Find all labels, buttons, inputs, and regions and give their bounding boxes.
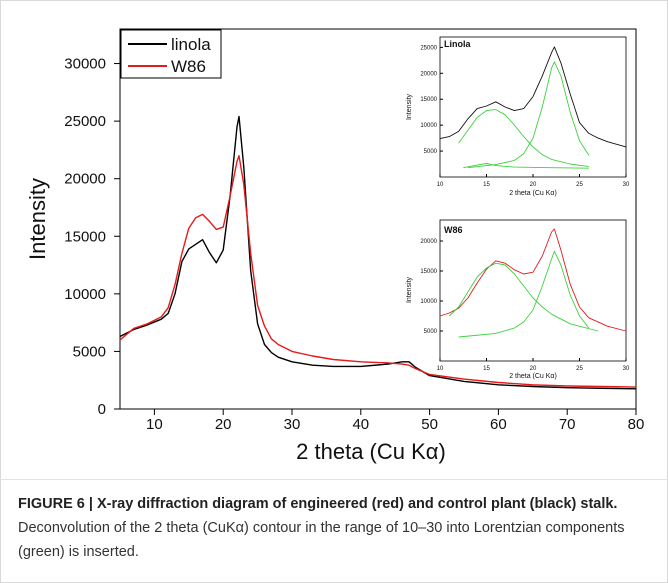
inset-linola-y-tick-label: 15000 xyxy=(420,97,437,103)
inset-linola-plot-frame xyxy=(439,36,627,178)
inset-linola-series-lorentzian-3 xyxy=(463,163,589,169)
inset-linola-x-axis-title: 2 theta (Cu Kα) xyxy=(509,190,557,197)
inset-w86-plot-frame xyxy=(439,219,627,362)
legend-label-linola: linola xyxy=(171,35,211,54)
xrd-chart: 10 20 30 40 50 60 70 80 0 5000 10000 15000 20000 250… xyxy=(25,28,645,464)
main-x-tick-label: 80 xyxy=(628,416,645,433)
main-x-tick-label: 40 xyxy=(352,416,369,433)
legend-label-w86: W86 xyxy=(171,57,206,76)
main-x-tick-label: 60 xyxy=(490,416,507,433)
main-y-tick-label: 20000 xyxy=(64,171,106,188)
inset-linola-x-tick-label: 30 xyxy=(623,182,630,188)
inset-w86-title: W86 xyxy=(444,225,463,235)
main-series-linola xyxy=(119,115,637,390)
inset-linola-series-lorentzian-1 xyxy=(458,109,589,168)
inset-linola-y-tick-label: 5000 xyxy=(424,149,438,155)
caption-text: Deconvolution of the 2 theta (CuKα) cont… xyxy=(18,520,625,560)
inset-linola-title: Linola xyxy=(444,39,471,49)
main-x-axis-title: 2 theta (Cu Kα) xyxy=(296,439,446,464)
inset-w86-x-tick-label: 25 xyxy=(576,366,583,372)
inset-linola-y-axis-title: Intensity xyxy=(406,93,413,120)
inset-w86-x-tick-label: 15 xyxy=(483,366,490,372)
inset-linola-y-tick-label: 10000 xyxy=(420,123,437,129)
inset-linola: 10 15 20 25 30 5000 10000 15000 20000 25000 Lino… xyxy=(406,36,630,197)
inset-w86-y-axis-title: Intensity xyxy=(406,276,413,303)
inset-w86-y-tick-label: 5000 xyxy=(424,329,438,335)
inset-linola-series-lorentzian-2 xyxy=(467,61,590,169)
main-x-tick-label: 30 xyxy=(284,416,301,433)
main-x-tick-label: 70 xyxy=(559,416,576,433)
caption-divider xyxy=(0,479,668,480)
main-plot-frame xyxy=(119,28,637,410)
inset-linola-x-tick-label: 20 xyxy=(530,182,537,188)
figure-caption: FIGURE 6 | X-ray diffraction diagram of … xyxy=(18,492,650,564)
main-series-w86 xyxy=(119,155,637,388)
main-x-tick-label: 50 xyxy=(421,416,438,433)
inset-linola-series-measured xyxy=(439,46,627,148)
main-legend: linola W86 xyxy=(120,29,222,79)
legend-box xyxy=(120,29,222,79)
inset-w86-y-tick-label: 20000 xyxy=(420,239,437,245)
main-y-tick-label: 10000 xyxy=(64,286,106,303)
main-y-tick-label: 30000 xyxy=(64,56,106,73)
inset-w86-x-tick-label: 10 xyxy=(437,366,444,372)
inset-w86: 10 15 20 25 30 5000 10000 15000 20000 W86 2 the… xyxy=(406,219,630,380)
inset-linola-y-tick-label: 25000 xyxy=(420,45,437,51)
inset-linola-x-tick-label: 15 xyxy=(483,182,490,188)
inset-linola-x-tick-label: 10 xyxy=(437,182,444,188)
inset-linola-x-tick-label: 25 xyxy=(576,182,583,188)
inset-w86-y-tick-label: 10000 xyxy=(420,299,437,305)
figure-label: FIGURE 6 | X-ray diffraction diagram of … xyxy=(18,496,618,512)
inset-w86-series-lorentzian-2 xyxy=(458,250,590,338)
main-plot: 10 20 30 40 50 60 70 80 0 5000 10000 15000 20000 250… xyxy=(25,28,645,464)
main-x-tick-label: 10 xyxy=(146,416,163,433)
main-y-tick-label: 0 xyxy=(98,401,106,418)
main-x-tick-label: 20 xyxy=(215,416,232,433)
inset-w86-x-axis-title: 2 theta (Cu Kα) xyxy=(509,373,557,380)
inset-w86-series-measured xyxy=(439,228,627,332)
main-y-tick-label: 5000 xyxy=(73,343,106,360)
inset-w86-x-tick-label: 20 xyxy=(530,366,537,372)
main-y-tick-label: 15000 xyxy=(64,228,106,245)
inset-linola-y-tick-label: 20000 xyxy=(420,71,437,77)
inset-w86-x-tick-label: 30 xyxy=(623,366,630,372)
inset-w86-y-tick-label: 15000 xyxy=(420,269,437,275)
main-y-tick-label: 25000 xyxy=(64,113,106,130)
inset-w86-series-lorentzian-1 xyxy=(448,262,599,332)
main-y-axis-title: Intensity xyxy=(25,178,50,260)
